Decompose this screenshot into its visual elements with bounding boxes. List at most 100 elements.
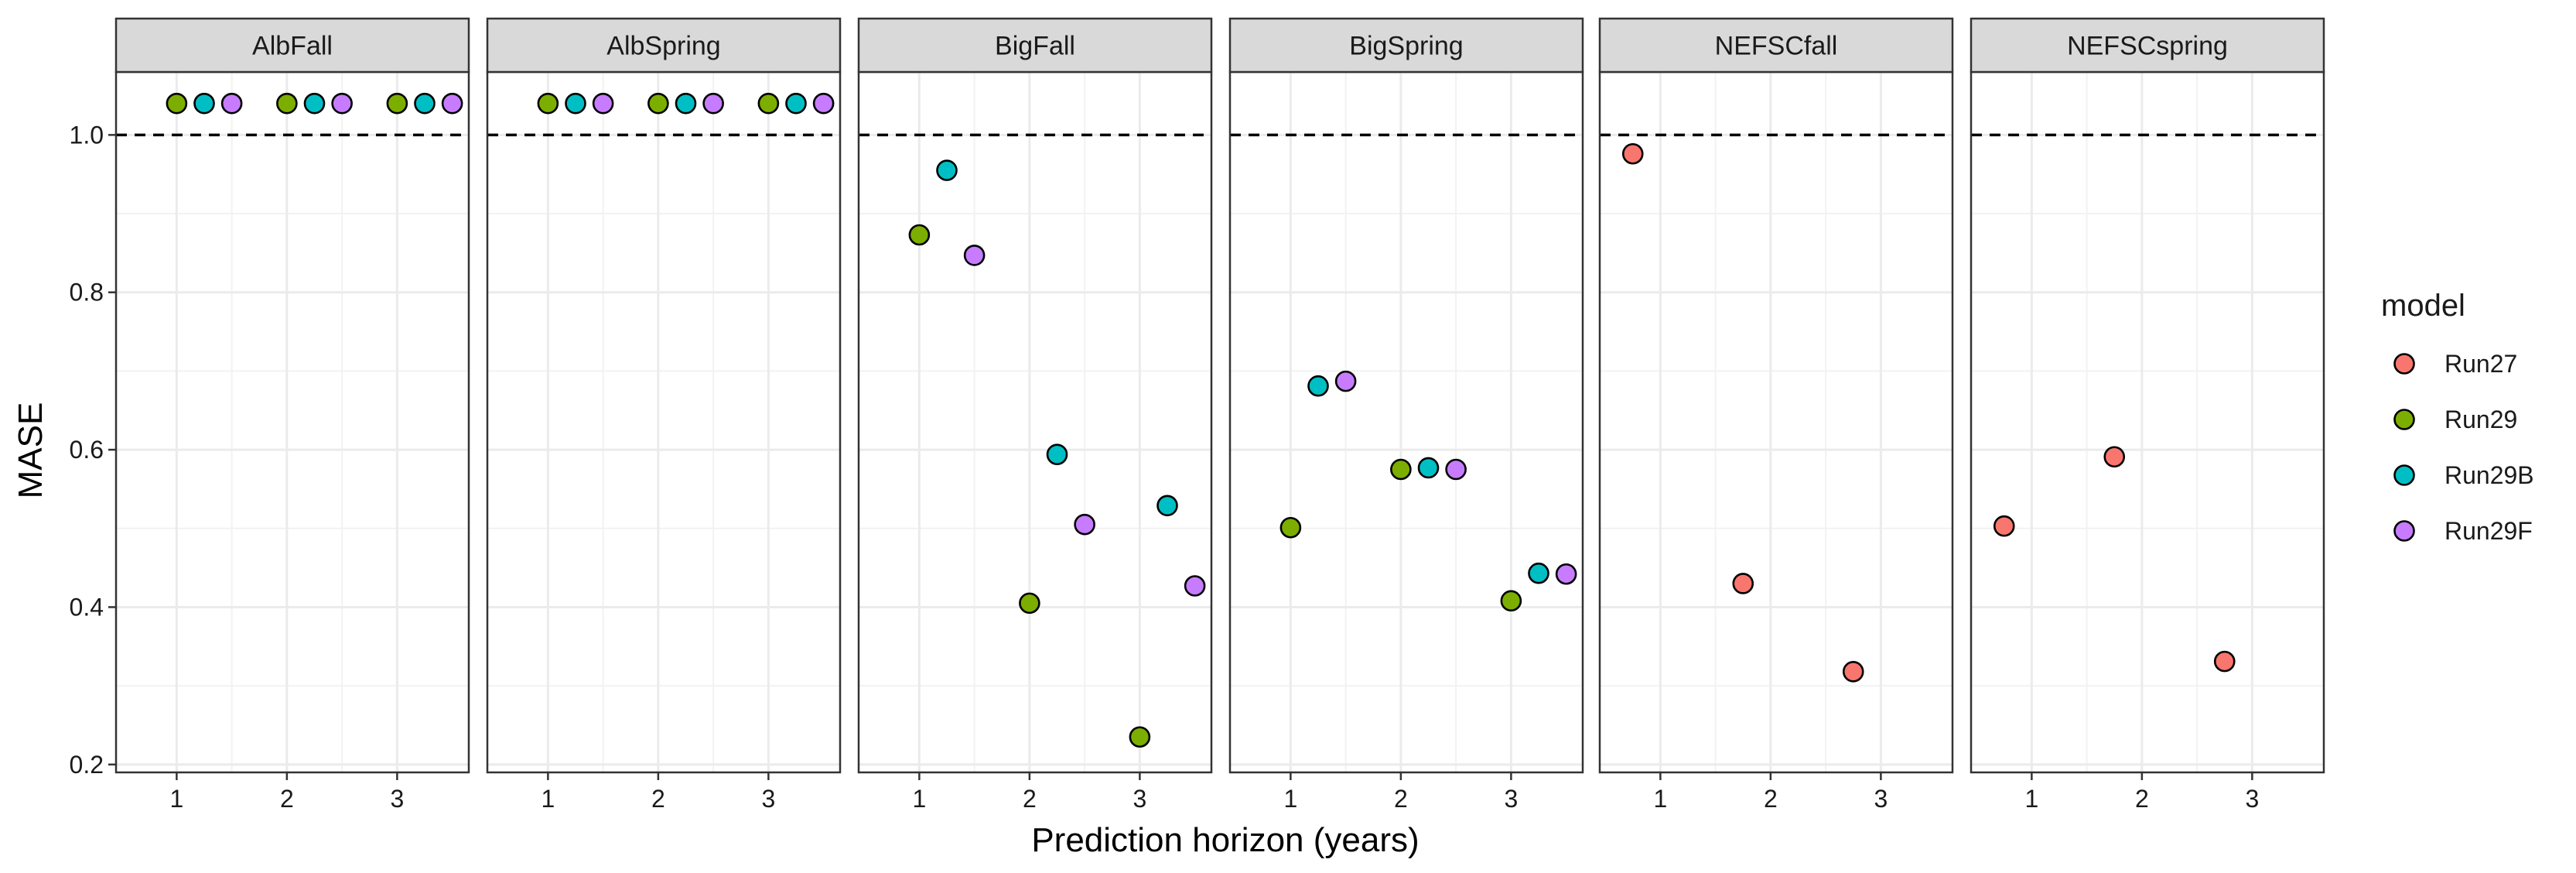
facet-strip — [486, 17, 842, 74]
legend-label: Run29F — [2444, 517, 2533, 545]
x-tick-label: 1 — [169, 785, 183, 813]
facet-panel-AlbFall: AlbFall 1 2 3 — [114, 17, 470, 813]
facet-panel-BigFall: BigFall 1 2 3 — [857, 17, 1213, 813]
y-tick-label: 0.2 — [70, 751, 104, 779]
data-point-Run29 — [166, 92, 188, 115]
data-point-Run29 — [1129, 726, 1151, 748]
data-point-Run29 — [386, 92, 408, 115]
legend-entries: Run27 Run29 Run29B Run29F — [2393, 350, 2534, 545]
x-tick-label: 3 — [761, 785, 775, 813]
data-point-Run27 — [1621, 142, 1644, 165]
x-tick-label: 3 — [2245, 785, 2259, 813]
y-tick-label: 0.4 — [70, 593, 104, 621]
x-tick-label: 1 — [541, 785, 555, 813]
data-point-Run29B — [675, 92, 697, 115]
y-axis-title: MASE — [12, 402, 50, 499]
facet-panel-NEFSCspring: NEFSCspring 1 2 3 — [1970, 17, 2325, 813]
panel-background — [859, 72, 1211, 772]
data-point-Run29B — [936, 159, 958, 181]
facet-strip — [1228, 17, 1584, 74]
data-point-Run27 — [2213, 650, 2236, 673]
data-point-Run27 — [2103, 446, 2126, 468]
x-tick-label: 2 — [1023, 785, 1037, 813]
data-point-Run29 — [1019, 592, 1040, 615]
data-point-Run29 — [1500, 590, 1522, 612]
panel-background — [487, 72, 840, 772]
data-point-Run29 — [908, 224, 931, 246]
data-point-Run27 — [1732, 573, 1754, 594]
data-point-Run27 — [1993, 515, 2015, 537]
data-point-Run29F — [1184, 575, 1206, 597]
x-tick-label: 1 — [1653, 785, 1667, 813]
data-point-Run29B — [785, 92, 807, 115]
data-point-Run29F — [331, 92, 353, 115]
data-point-Run29B — [565, 92, 586, 115]
x-tick-label: 1 — [1283, 785, 1297, 813]
facet-strip-label: BigFall — [995, 32, 1075, 61]
facet-strip-label: NEFSCfall — [1715, 32, 1838, 61]
y-axis: 0.2 0.4 0.6 0.8 1.0 — [70, 121, 116, 779]
panel-background — [116, 72, 469, 772]
facet-panel-BigSpring: BigSpring 1 2 3 — [1228, 17, 1584, 813]
facet-strip — [1970, 17, 2325, 74]
x-tick-label: 3 — [1133, 785, 1146, 813]
legend-label: Run29B — [2444, 461, 2534, 489]
x-tick-label: 2 — [651, 785, 665, 813]
facet-panel-AlbSpring: AlbSpring 1 2 3 — [486, 17, 842, 813]
facet-strip-label: NEFSCspring — [2067, 32, 2228, 61]
data-point-Run29F — [220, 92, 243, 115]
legend-entry-Run29B: Run29B — [2393, 461, 2534, 489]
data-point-Run29 — [757, 92, 780, 115]
data-point-Run29B — [193, 92, 215, 115]
data-point-Run29F — [592, 92, 614, 115]
legend: model Run27 Run29 Run29B Run29F — [2381, 289, 2534, 545]
data-point-Run29B — [1156, 495, 1178, 517]
facet-strip-label: AlbFall — [252, 32, 333, 61]
x-tick-label: 2 — [2135, 785, 2149, 813]
data-point-Run29B — [1528, 562, 1549, 584]
panel-background — [1230, 72, 1583, 772]
facet-panels: AlbFall 1 2 3 AlbSpring 1 2 3 BigFall 1 2 3 BigSprin… — [114, 17, 2325, 813]
data-point-Run29B — [1417, 457, 1440, 479]
data-point-Run29F — [1555, 563, 1577, 585]
data-point-Run29F — [702, 92, 724, 115]
legend-title: model — [2381, 289, 2465, 323]
legend-key — [2393, 353, 2415, 375]
data-point-Run29 — [647, 92, 669, 115]
y-tick-label: 0.6 — [70, 436, 104, 464]
x-axis-title: Prediction horizon (years) — [1031, 821, 1419, 859]
data-point-Run29B — [1307, 375, 1329, 397]
data-point-Run29 — [1279, 516, 1302, 539]
data-point-Run29F — [1445, 458, 1467, 481]
facet-strip — [857, 17, 1213, 74]
y-tick-label: 0.8 — [70, 279, 104, 306]
facet-strip-label: AlbSpring — [606, 32, 720, 61]
x-tick-label: 2 — [280, 785, 294, 813]
legend-label: Run29 — [2444, 406, 2517, 433]
data-point-Run29F — [441, 92, 463, 115]
legend-key — [2393, 464, 2415, 486]
legend-entry-Run27: Run27 — [2393, 350, 2517, 378]
legend-entry-Run29: Run29 — [2393, 406, 2517, 433]
data-point-Run29F — [1334, 370, 1357, 392]
legend-key — [2393, 409, 2415, 430]
data-point-Run29B — [1046, 443, 1068, 465]
panel-background — [1600, 72, 1952, 772]
x-tick-label: 1 — [2024, 785, 2038, 813]
data-point-Run29 — [537, 92, 559, 115]
panel-background — [1971, 72, 2324, 772]
data-point-Run29B — [303, 92, 326, 115]
data-point-Run27 — [1842, 661, 1864, 683]
data-point-Run29F — [963, 245, 986, 266]
legend-entry-Run29F: Run29F — [2393, 517, 2533, 545]
facet-strip-label: BigSpring — [1349, 32, 1463, 61]
data-point-Run29B — [414, 92, 436, 115]
data-point-Run29 — [1390, 458, 1412, 481]
x-tick-label: 2 — [1394, 785, 1408, 813]
x-tick-label: 1 — [912, 785, 926, 813]
facet-panel-NEFSCfall: NEFSCfall 1 2 3 — [1598, 17, 1954, 813]
x-tick-label: 3 — [390, 785, 404, 813]
legend-label: Run27 — [2444, 350, 2517, 378]
data-point-Run29F — [812, 92, 835, 115]
